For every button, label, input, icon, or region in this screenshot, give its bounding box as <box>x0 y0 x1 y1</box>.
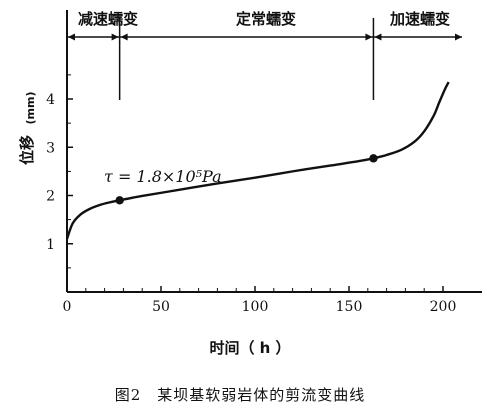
figure-caption: 图2 某坝基软弱岩体的剪流变曲线 <box>115 386 366 404</box>
x-tick-label: 100 <box>242 299 269 315</box>
x-tick-label: 150 <box>336 299 363 315</box>
x-ticks: 0 50 100 150 200 <box>63 286 457 315</box>
stage-arrowhead <box>374 33 382 41</box>
stage-arrowhead <box>455 33 462 41</box>
curve-marker-point <box>369 154 378 163</box>
stage-label: 定常蠕变 <box>236 10 296 28</box>
x-tick-label: 200 <box>430 299 457 315</box>
stage-arrowhead <box>68 33 75 41</box>
curve-marker-point <box>115 196 124 205</box>
creep-curve-line <box>65 81 450 240</box>
curve-markers <box>115 154 378 205</box>
stage-arrowhead <box>111 33 119 41</box>
y-axis-unit: (mm) <box>24 92 37 125</box>
y-axis-label: 位移 <box>18 135 36 165</box>
stage-label: 加速蠕变 <box>389 10 450 28</box>
stage-annotations: 减速蠕变 定常蠕变 加速蠕变 <box>67 10 462 100</box>
axes <box>66 10 482 293</box>
y-tick-label: 3 <box>46 140 55 156</box>
x-axis-label: 时间（ h ） <box>209 339 290 357</box>
x-tick-label: 50 <box>152 299 170 315</box>
stage-arrowhead <box>365 33 373 41</box>
stage-label: 减速蠕变 <box>78 10 138 28</box>
stage-arrowhead <box>120 33 128 41</box>
y-tick-label: 4 <box>46 92 55 108</box>
y-ticks: 1 2 3 4 <box>46 74 73 269</box>
annotation-label: τ = 1.8×10⁵Pa <box>104 167 222 186</box>
y-tick-label: 1 <box>46 237 55 253</box>
y-tick-label: 2 <box>46 189 55 205</box>
x-tick-label: 0 <box>63 299 72 315</box>
